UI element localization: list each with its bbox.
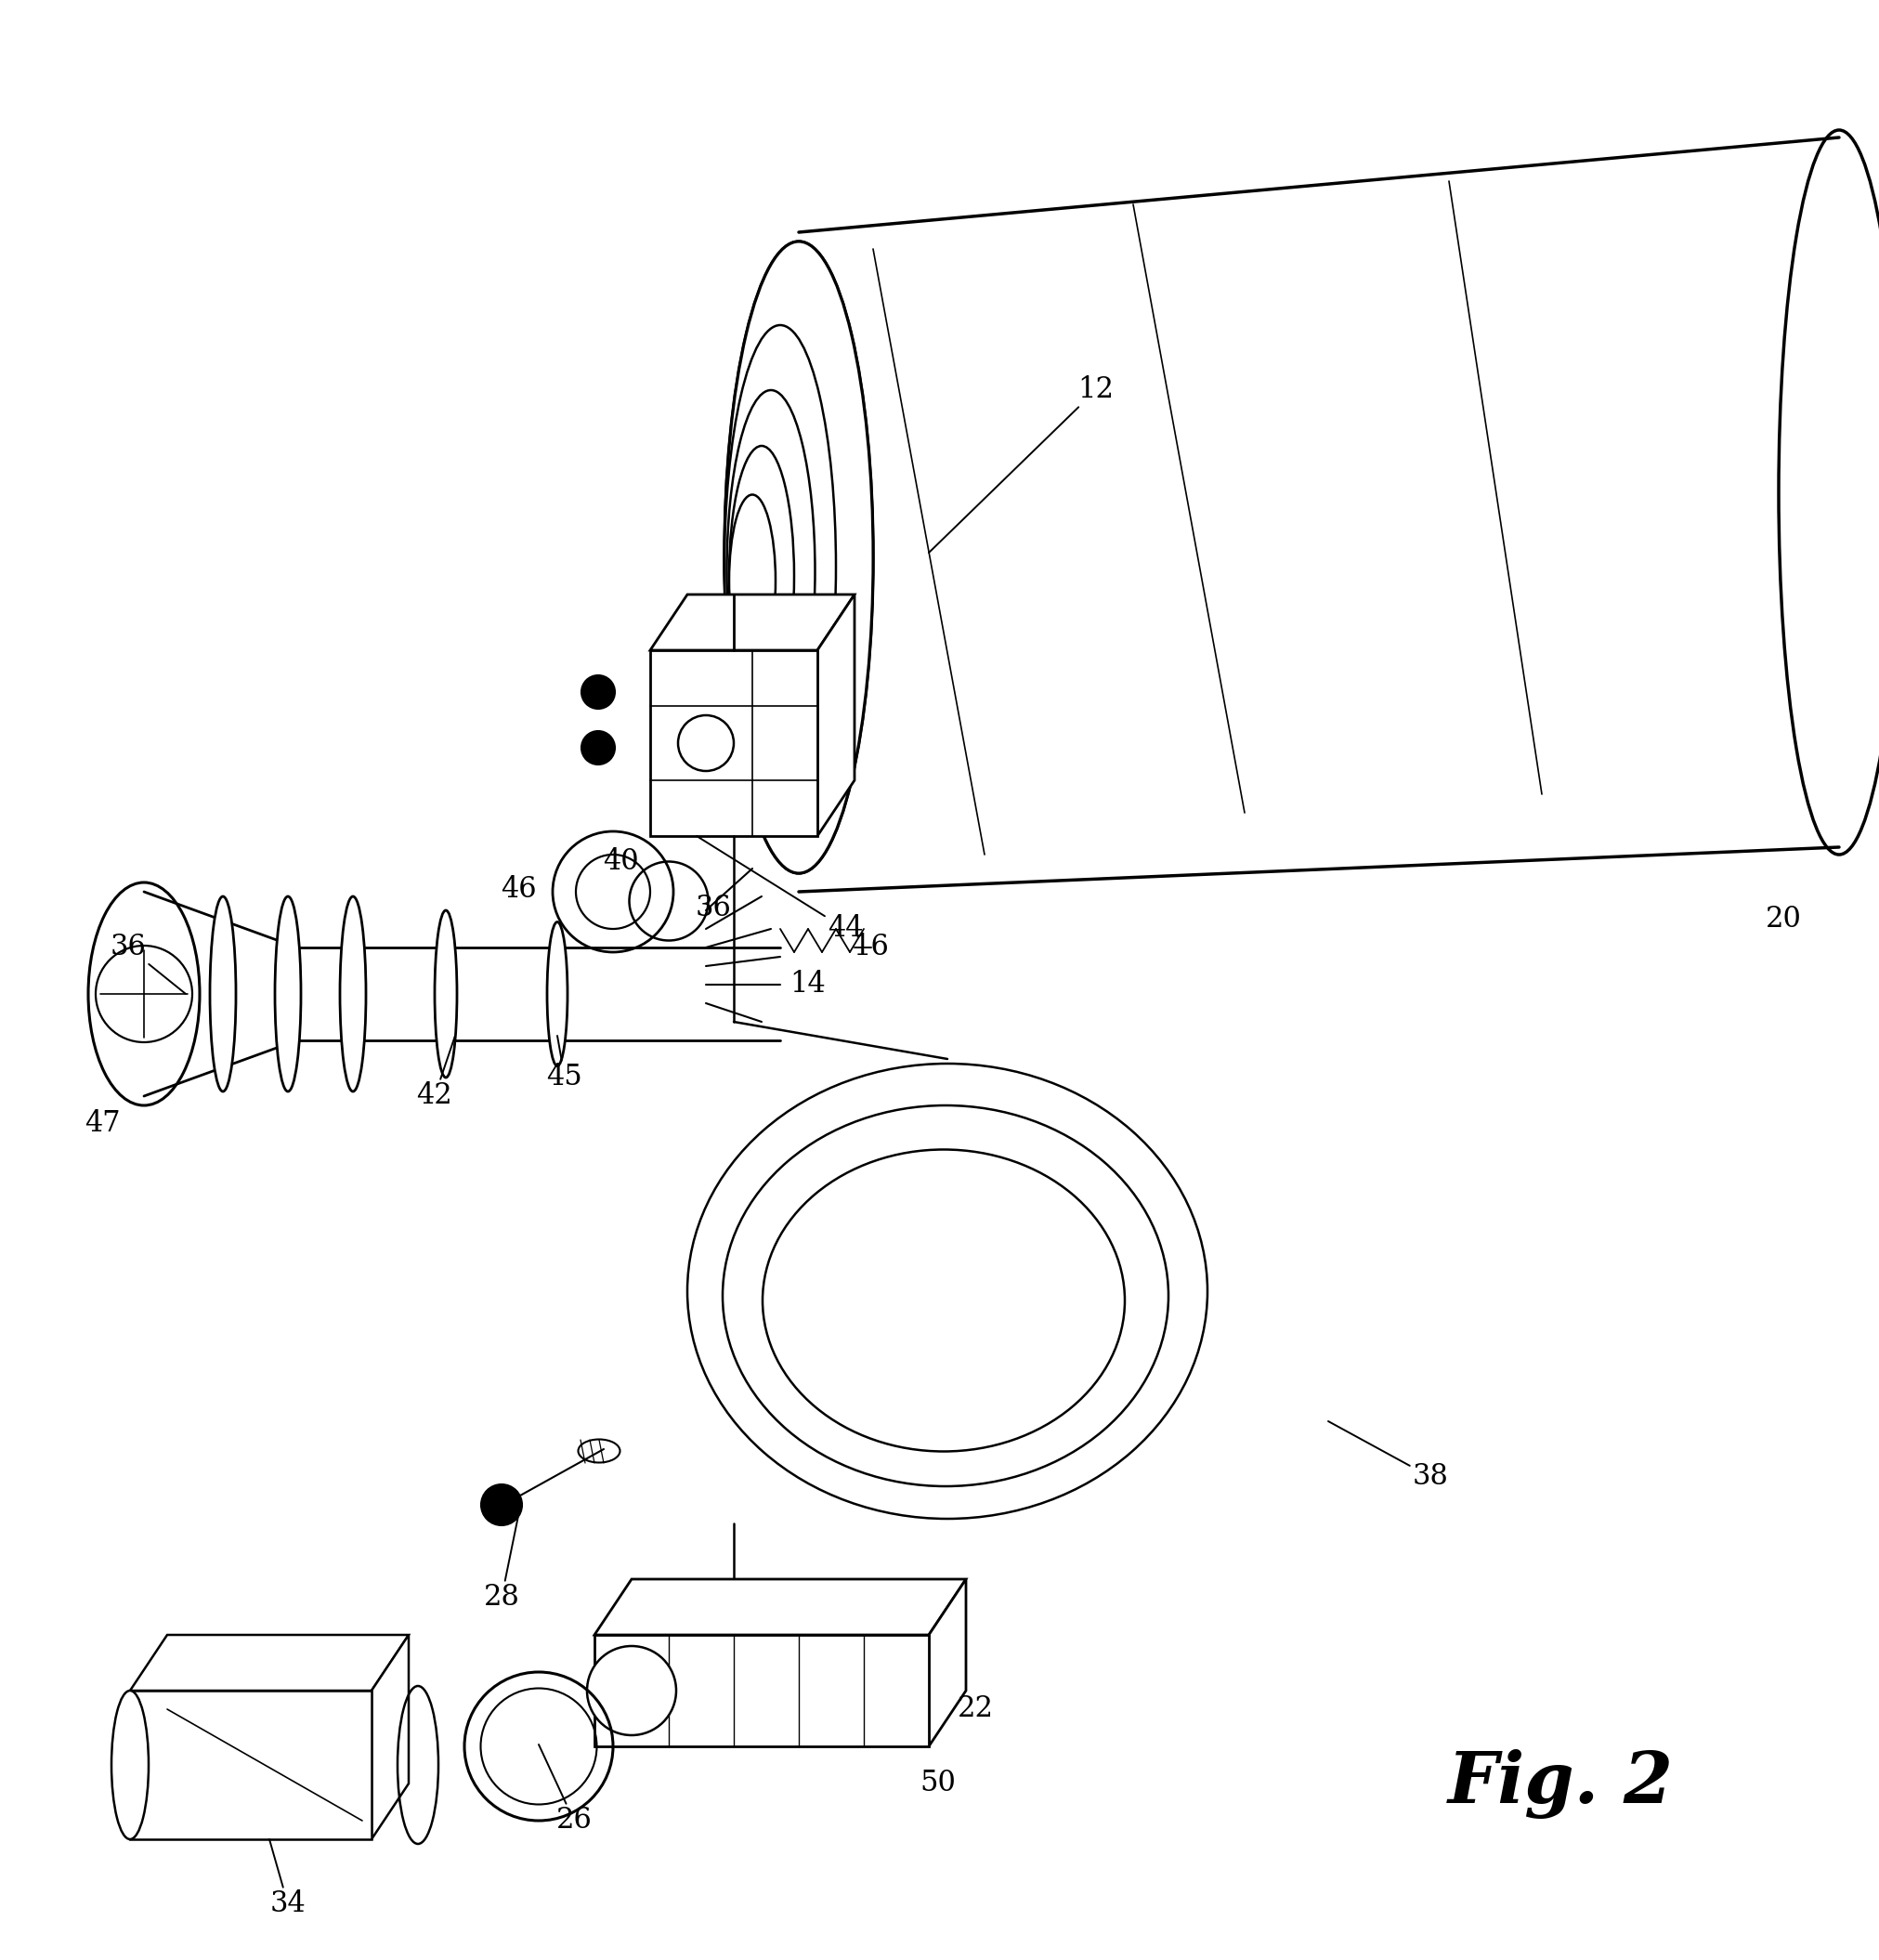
Ellipse shape [340,896,366,1092]
Polygon shape [130,1691,372,1838]
Ellipse shape [111,1691,148,1838]
Ellipse shape [581,676,614,710]
Polygon shape [130,1635,408,1691]
Polygon shape [650,594,855,651]
Text: Fig. 2: Fig. 2 [1447,1748,1672,1819]
Ellipse shape [722,1105,1169,1486]
Polygon shape [928,1580,966,1746]
Ellipse shape [210,896,235,1092]
Text: 38: 38 [1328,1421,1447,1492]
Text: 28: 28 [483,1507,520,1613]
Text: 47: 47 [85,1109,120,1139]
Ellipse shape [723,241,872,872]
Ellipse shape [586,1646,676,1735]
Text: 42: 42 [417,1035,455,1111]
Polygon shape [372,1635,408,1838]
Ellipse shape [688,1064,1206,1519]
Ellipse shape [434,909,457,1078]
Text: 20: 20 [1764,906,1800,935]
Text: 50: 50 [919,1770,956,1797]
Text: 46: 46 [500,876,536,904]
Text: 26: 26 [539,1744,592,1835]
Ellipse shape [727,390,815,753]
Ellipse shape [729,445,793,706]
Polygon shape [650,651,817,837]
Ellipse shape [481,1484,522,1525]
Text: 44: 44 [697,837,862,943]
Ellipse shape [723,325,836,808]
Polygon shape [594,1580,966,1635]
Ellipse shape [729,494,776,666]
Ellipse shape [581,731,614,764]
Text: 34: 34 [269,1838,306,1919]
Text: 40: 40 [601,847,639,876]
Ellipse shape [763,1149,1124,1452]
Ellipse shape [274,896,301,1092]
Polygon shape [594,1635,928,1746]
Text: 36: 36 [111,933,186,994]
Polygon shape [817,594,855,837]
Text: 22: 22 [956,1695,992,1723]
Text: 16: 16 [853,933,889,962]
Ellipse shape [1778,129,1879,855]
Ellipse shape [723,241,872,872]
Text: 12: 12 [928,376,1114,553]
Ellipse shape [96,945,192,1043]
Text: 45: 45 [547,1035,582,1092]
Text: 36: 36 [695,894,731,923]
Ellipse shape [88,882,199,1105]
Text: 14: 14 [789,970,825,1000]
Ellipse shape [678,715,733,770]
Ellipse shape [547,921,567,1066]
